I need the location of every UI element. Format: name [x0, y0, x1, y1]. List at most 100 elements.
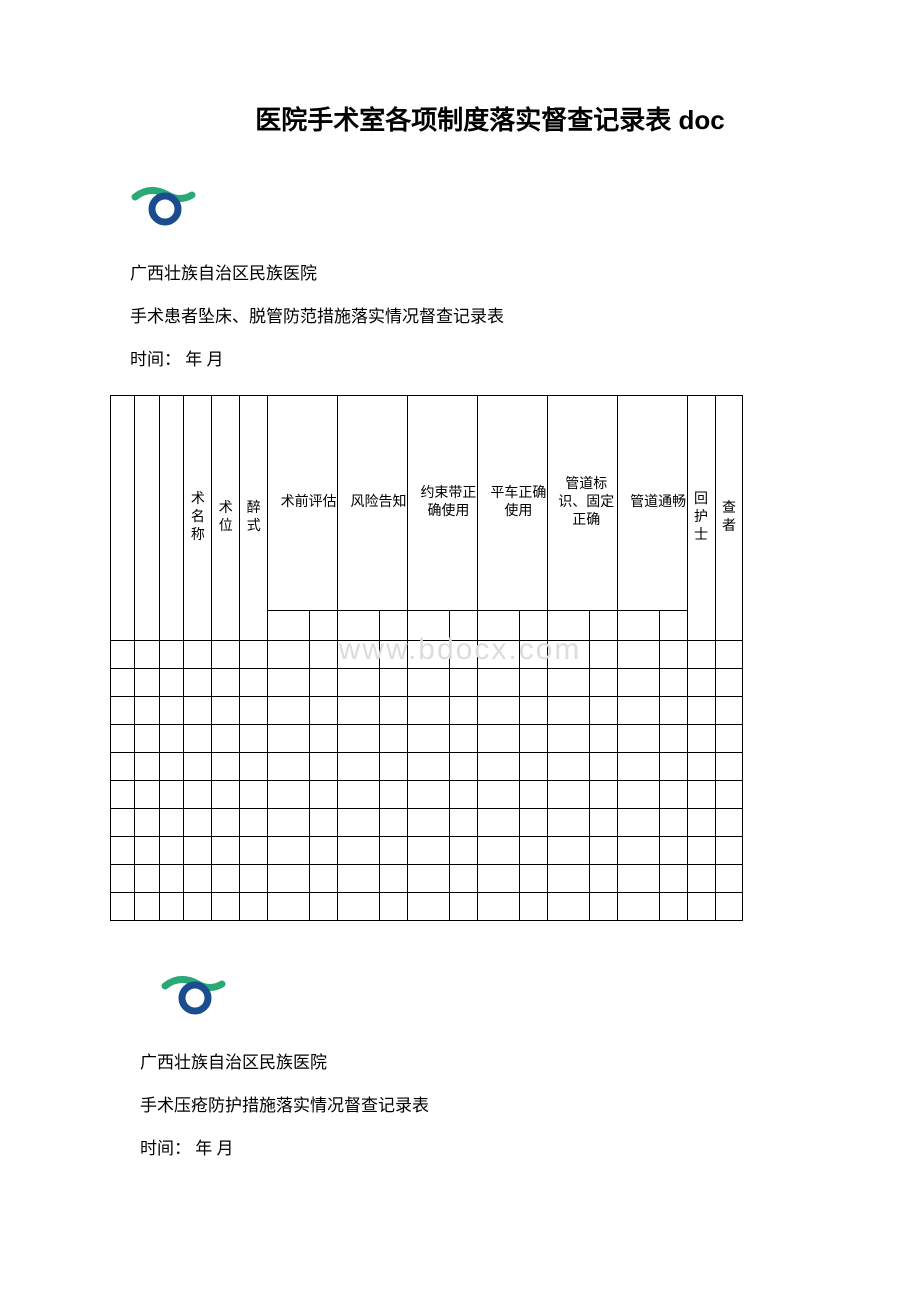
table-cell	[408, 837, 450, 865]
table-cell	[687, 781, 715, 809]
table-cell	[111, 781, 135, 809]
table-cell	[449, 669, 477, 697]
table-cell	[240, 669, 268, 697]
table-cell	[310, 697, 338, 725]
table-cell	[589, 641, 617, 669]
table-cell	[184, 781, 212, 809]
table-cell	[687, 725, 715, 753]
table-cell	[519, 781, 547, 809]
table-row	[111, 725, 810, 753]
table-cell	[617, 725, 659, 753]
header-cell: 术前评估	[268, 396, 338, 611]
table-row	[111, 697, 810, 725]
table-cell	[310, 781, 338, 809]
table-cell	[687, 865, 715, 893]
table-cell	[617, 641, 659, 669]
table-cell	[589, 697, 617, 725]
table-cell	[240, 893, 268, 921]
table-cell	[449, 641, 477, 669]
table-cell	[212, 753, 240, 781]
table-row: www.bdocx.com	[111, 641, 810, 669]
table-cell	[547, 809, 589, 837]
subheader-cell	[477, 611, 519, 641]
subheader-cell	[310, 611, 338, 641]
table-cell	[338, 697, 380, 725]
table-cell	[408, 697, 450, 725]
table-cell	[184, 809, 212, 837]
table-cell	[477, 669, 519, 697]
table-cell	[212, 809, 240, 837]
table-cell	[589, 809, 617, 837]
table-cell	[159, 865, 183, 893]
header-cell: 术名称	[184, 396, 212, 641]
header-cell: 醉 式	[240, 396, 268, 641]
table-cell	[159, 669, 183, 697]
table-cell	[659, 809, 687, 837]
subheader-cell	[380, 611, 408, 641]
table-cell	[240, 697, 268, 725]
table-cell	[268, 837, 310, 865]
table-cell	[519, 809, 547, 837]
table-cell	[477, 641, 519, 669]
table-cell	[659, 725, 687, 753]
header-cell: 风险告知	[338, 396, 408, 611]
table-cell	[449, 753, 477, 781]
table-cell	[310, 753, 338, 781]
table-cell	[111, 837, 135, 865]
header-cell: 回护士	[687, 396, 715, 641]
table-row	[111, 865, 810, 893]
table-cell	[240, 753, 268, 781]
table-cell	[547, 893, 589, 921]
table-cell	[617, 781, 659, 809]
table-cell	[310, 725, 338, 753]
table-cell	[449, 893, 477, 921]
header-cell	[111, 396, 135, 641]
table-cell	[159, 781, 183, 809]
table-cell	[477, 893, 519, 921]
time-label: 时间： 年 月	[130, 345, 810, 370]
table-cell	[310, 837, 338, 865]
table-cell	[659, 865, 687, 893]
table-cell	[617, 697, 659, 725]
table-cell	[184, 669, 212, 697]
table-cell	[184, 865, 212, 893]
table-cell	[589, 865, 617, 893]
table-cell	[111, 809, 135, 837]
table-cell	[589, 781, 617, 809]
subheader-cell	[589, 611, 617, 641]
table-cell	[715, 753, 743, 781]
table-cell	[519, 669, 547, 697]
section-two: 广西壮族自治区民族医院 手术压疮防护措施落实情况督查记录表 时间： 年 月	[110, 956, 810, 1159]
table-cell	[338, 725, 380, 753]
table-cell	[184, 753, 212, 781]
table-cell	[380, 753, 408, 781]
table-cell	[715, 725, 743, 753]
table-cell	[268, 893, 310, 921]
table-cell	[687, 837, 715, 865]
header-cell: 平车正确使用	[477, 396, 547, 611]
table-cell	[589, 837, 617, 865]
table-cell	[477, 837, 519, 865]
table-cell	[547, 669, 589, 697]
table-cell	[408, 781, 450, 809]
table-cell	[135, 669, 159, 697]
table-cell	[449, 697, 477, 725]
hospital-logo-icon	[160, 966, 230, 1021]
subheader-cell	[519, 611, 547, 641]
header-cell: 查者	[715, 396, 743, 641]
table-cell	[380, 837, 408, 865]
table-cell	[135, 865, 159, 893]
table-cell	[519, 837, 547, 865]
table-cell	[111, 865, 135, 893]
table-cell	[617, 669, 659, 697]
table-cell	[519, 697, 547, 725]
table-cell	[408, 893, 450, 921]
table-cell	[589, 893, 617, 921]
record-subtitle: 手术患者坠床、脱管防范措施落实情况督查记录表	[130, 302, 810, 327]
table-cell	[617, 893, 659, 921]
table-cell	[212, 893, 240, 921]
table-cell	[135, 893, 159, 921]
table-cell	[659, 669, 687, 697]
table-cell	[449, 809, 477, 837]
subheader-cell	[408, 611, 450, 641]
